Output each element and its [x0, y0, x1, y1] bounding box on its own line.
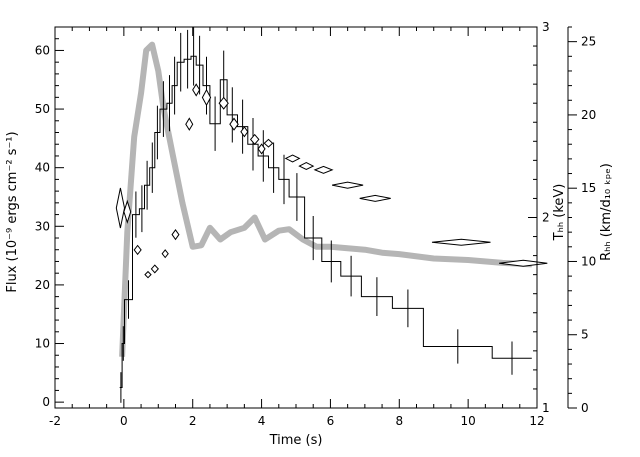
temperature-diamond: [161, 249, 169, 259]
temperature-diamond: [144, 270, 152, 279]
y-tick-label: 20: [35, 278, 50, 292]
temperature-diamond: [257, 143, 266, 155]
y-axis-label-left: Flux (10⁻⁹ ergs cm⁻² s⁻¹): [5, 131, 20, 292]
x-tick-label: 4: [258, 414, 266, 428]
y-axis-label-radius: Rₕₕ (km/d₁₀ ₖₚₑ): [599, 163, 614, 261]
x-tick-label: 8: [395, 414, 403, 428]
temperature-diamond: [313, 165, 334, 174]
y-tick-label: 60: [35, 43, 50, 57]
t-tick-label: 1: [542, 401, 550, 415]
temperature-diamond: [284, 154, 301, 163]
temperature-diamond: [218, 96, 229, 110]
x-tick-label: 2: [189, 414, 197, 428]
temperature-diamond: [359, 194, 391, 202]
y-tick-label: 0: [42, 395, 50, 409]
r-tick-label: 25: [581, 35, 596, 49]
temperature-diamond: [171, 229, 180, 241]
t-tick-label: 3: [542, 20, 550, 34]
flux-histogram-layer: [119, 27, 532, 403]
temperature-diamond: [133, 244, 142, 256]
temperature-diamond: [332, 181, 364, 189]
temperature-diamond: [192, 83, 201, 97]
y-tick-label: 40: [35, 161, 50, 175]
x-tick-label: 0: [120, 414, 128, 428]
temperature-diamond: [229, 117, 239, 131]
y-tick-label: 10: [35, 337, 50, 351]
flux-histogram: [119, 55, 532, 388]
temperature-diamond: [240, 126, 249, 138]
radius-band-layer: [119, 41, 532, 357]
x-tick-label: -2: [49, 414, 61, 428]
temperature-diamond: [249, 133, 260, 145]
radius-band: [119, 41, 532, 357]
r-tick-label: 15: [581, 181, 596, 195]
r-tick-label: 20: [581, 108, 596, 122]
temperature-diamond: [115, 187, 126, 229]
temperature-diamond: [263, 138, 274, 148]
y-tick-label: 30: [35, 219, 50, 233]
y-axis-label-temperature: Tₕₕ (keV): [552, 184, 567, 242]
x-tick-label: 10: [461, 414, 476, 428]
x-axis-label: Time (s): [269, 433, 323, 448]
temperature-diamond: [150, 264, 159, 274]
r-tick-label: 5: [581, 328, 589, 342]
temperature-diamond-layer: [115, 83, 548, 279]
x-tick-label: 12: [529, 414, 544, 428]
r-tick-label: 0: [581, 401, 589, 415]
temperature-diamond: [185, 117, 194, 131]
temperature-diamond: [298, 162, 315, 171]
y-tick-label: 50: [35, 102, 50, 116]
r-tick-label: 10: [581, 254, 596, 268]
temperature-diamond: [431, 238, 491, 246]
temperature-diamond: [201, 88, 212, 107]
x-tick-label: 6: [327, 414, 335, 428]
t-tick-label: 2: [542, 211, 550, 225]
temperature-diamond: [499, 259, 548, 267]
temperature-diamond: [123, 199, 132, 224]
